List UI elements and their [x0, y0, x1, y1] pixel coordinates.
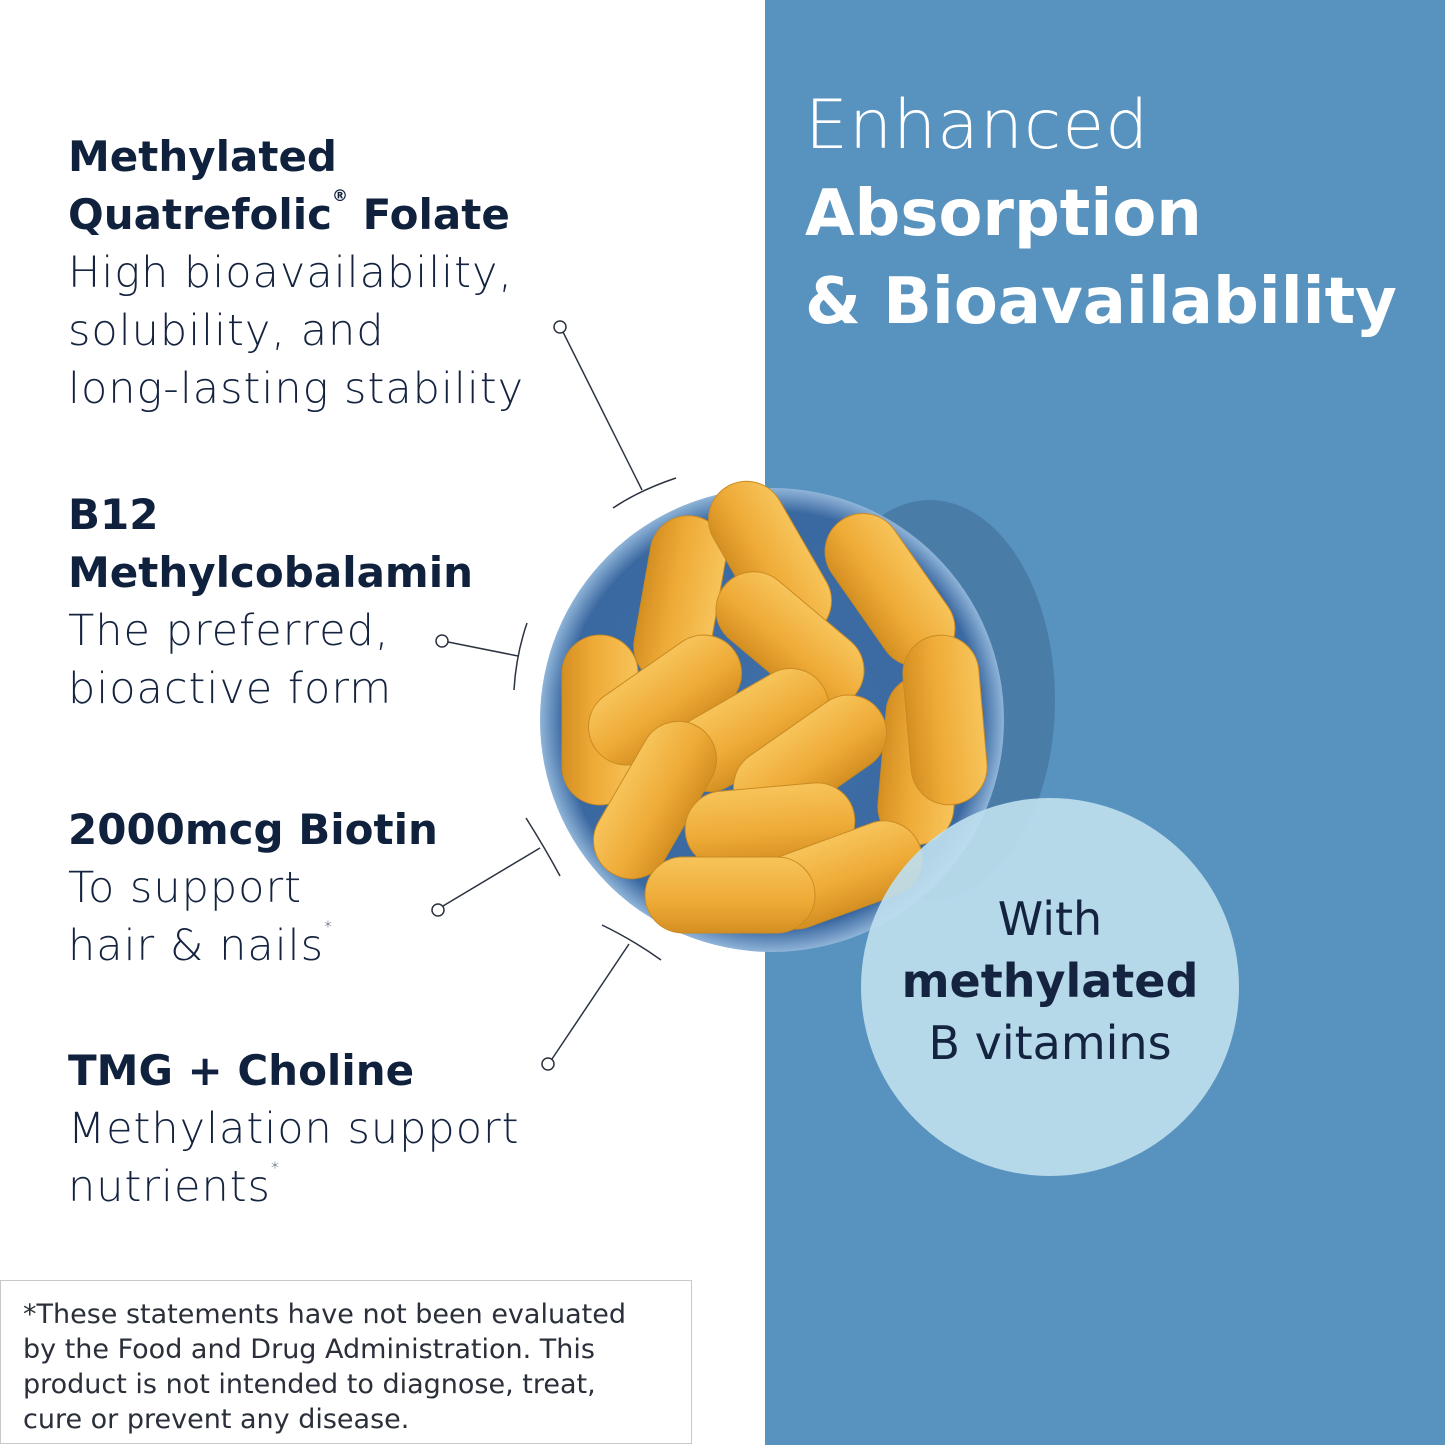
capsule	[715, 571, 865, 709]
feature-biotin: 2000mcg Biotin To support hair & nails*	[68, 801, 438, 975]
fda-disclaimer: *These statements have not been evaluate…	[0, 1280, 692, 1444]
feature-title: B12	[68, 490, 159, 539]
feature-title: Methylcobalamin	[68, 548, 473, 597]
feature-desc: nutrients*	[68, 1158, 280, 1212]
disclaimer-line: cure or prevent any disease.	[23, 1404, 410, 1435]
headline-line1: Enhanced	[805, 86, 1150, 165]
feature-desc: High bioavailability,	[68, 248, 514, 298]
feature-desc: The preferred,	[68, 606, 390, 656]
feature-desc: To support	[68, 863, 303, 913]
feature-b12: B12 Methylcobalamin The preferred, bioac…	[68, 486, 473, 718]
feature-title: 2000mcg Biotin	[68, 805, 438, 854]
headline-line2: Absorption	[805, 177, 1202, 251]
feature-title: Methylated	[68, 132, 338, 181]
headline-line3: & Bioavailability	[805, 265, 1397, 339]
feature-folate: Methylated Quatrefolic® Folate High bioa…	[68, 128, 524, 418]
capsules	[561, 480, 988, 934]
feature-desc: Methylation support	[68, 1104, 520, 1154]
headline: Enhanced Absorption & Bioavailability	[805, 82, 1397, 346]
badge-line: With	[997, 892, 1103, 946]
feature-tmg-choline: TMG + Choline Methylation support nutrie…	[68, 1042, 520, 1216]
feature-desc: bioactive form	[68, 664, 393, 714]
disclaimer-line: *These statements have not been evaluate…	[23, 1299, 626, 1330]
pointer-lines	[431, 320, 677, 1071]
methylated-badge: With methylated B vitamins	[861, 798, 1239, 1176]
badge-line: methylated	[901, 954, 1199, 1008]
capsule	[902, 634, 988, 806]
capsule	[644, 856, 816, 934]
feature-title: TMG + Choline	[68, 1046, 415, 1095]
feature-desc: solubility, and	[68, 306, 385, 356]
badge-line: B vitamins	[928, 1016, 1172, 1070]
feature-title: Quatrefolic® Folate	[68, 186, 510, 239]
feature-desc: hair & nails*	[68, 917, 333, 971]
disclaimer-line: by the Food and Drug Administration. Thi…	[23, 1334, 595, 1365]
disclaimer-line: product is not intended to diagnose, tre…	[23, 1369, 596, 1400]
feature-desc: long-lasting stability	[68, 364, 525, 414]
